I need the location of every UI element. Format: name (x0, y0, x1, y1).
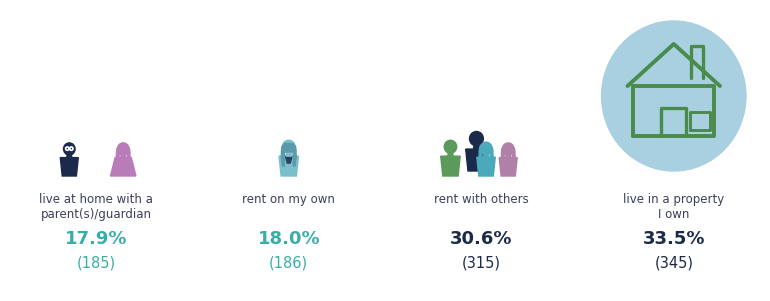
Circle shape (444, 140, 457, 153)
Polygon shape (474, 146, 480, 149)
Circle shape (601, 21, 746, 171)
Polygon shape (116, 146, 130, 154)
Polygon shape (282, 144, 296, 152)
Polygon shape (501, 152, 504, 167)
Text: 17.9%: 17.9% (65, 230, 128, 248)
Text: live at home with a
parent(s)/guardian: live at home with a parent(s)/guardian (39, 193, 153, 221)
Polygon shape (477, 157, 495, 176)
Text: 30.6%: 30.6% (450, 230, 513, 248)
Polygon shape (110, 158, 136, 176)
Polygon shape (286, 156, 292, 163)
Polygon shape (512, 152, 515, 167)
Polygon shape (293, 150, 296, 166)
Polygon shape (447, 153, 454, 156)
Polygon shape (67, 155, 72, 158)
Polygon shape (484, 154, 489, 157)
Circle shape (63, 143, 75, 155)
Text: rent on my own: rent on my own (243, 193, 335, 206)
Polygon shape (466, 149, 487, 171)
Circle shape (480, 142, 492, 154)
Polygon shape (479, 151, 482, 166)
Text: live in a property
I own: live in a property I own (623, 193, 725, 221)
Polygon shape (281, 150, 284, 166)
Circle shape (502, 143, 514, 155)
Text: (315): (315) (462, 256, 501, 271)
Polygon shape (65, 152, 73, 155)
Polygon shape (127, 152, 130, 167)
Polygon shape (60, 158, 79, 176)
Polygon shape (116, 152, 119, 167)
Text: (345): (345) (654, 256, 693, 271)
Circle shape (470, 132, 484, 146)
Polygon shape (506, 155, 511, 158)
Circle shape (283, 140, 295, 153)
Polygon shape (501, 146, 515, 154)
Text: 18.0%: 18.0% (257, 230, 320, 248)
Polygon shape (286, 153, 292, 156)
Polygon shape (479, 145, 493, 153)
Polygon shape (121, 155, 126, 158)
Text: rent with others: rent with others (434, 193, 529, 206)
Circle shape (117, 143, 129, 155)
Text: (185): (185) (77, 256, 116, 271)
Polygon shape (499, 158, 517, 176)
Text: 33.5%: 33.5% (642, 230, 705, 248)
Polygon shape (490, 151, 493, 166)
Polygon shape (279, 156, 299, 176)
Text: (186): (186) (270, 256, 308, 271)
Polygon shape (440, 156, 460, 176)
